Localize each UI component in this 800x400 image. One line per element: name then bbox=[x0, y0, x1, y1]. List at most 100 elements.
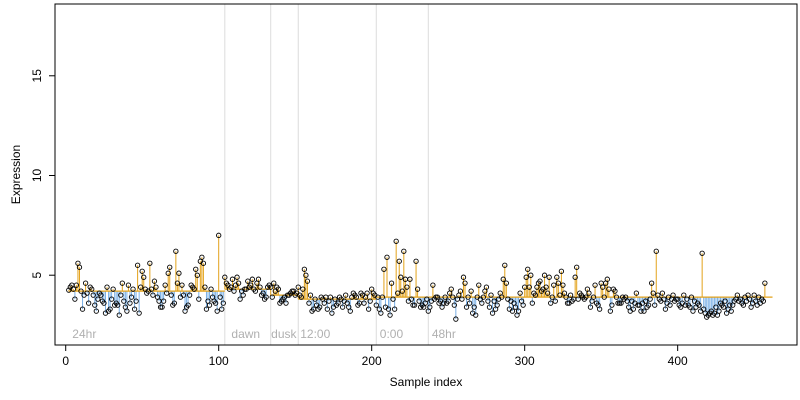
data-point bbox=[445, 298, 451, 304]
data-point bbox=[465, 294, 471, 300]
data-point bbox=[453, 316, 459, 322]
data-point bbox=[301, 266, 308, 272]
data-point bbox=[165, 270, 171, 276]
data-point bbox=[312, 296, 318, 302]
data-point bbox=[544, 290, 551, 296]
data-point bbox=[673, 296, 679, 302]
data-point bbox=[332, 296, 338, 302]
data-point bbox=[160, 298, 167, 304]
data-point bbox=[255, 276, 262, 282]
data-point bbox=[133, 298, 139, 304]
data-point bbox=[307, 292, 314, 298]
data-point bbox=[633, 290, 640, 296]
data-point bbox=[448, 286, 454, 292]
data-point bbox=[347, 308, 353, 314]
condition-label: 24hr bbox=[72, 327, 96, 341]
data-point bbox=[150, 292, 156, 298]
data-point bbox=[185, 302, 191, 308]
data-point bbox=[650, 290, 656, 296]
data-point bbox=[528, 272, 534, 278]
data-point bbox=[551, 282, 557, 288]
data-point bbox=[173, 248, 179, 254]
data-point bbox=[734, 292, 740, 298]
data-point bbox=[92, 302, 98, 308]
data-point bbox=[414, 286, 421, 292]
data-point bbox=[699, 250, 705, 256]
data-point bbox=[199, 254, 205, 260]
data-point bbox=[220, 300, 226, 306]
data-point bbox=[196, 296, 202, 302]
x-axis: 0 100 200 300 400 bbox=[62, 345, 688, 368]
data-point bbox=[384, 254, 390, 260]
data-point bbox=[176, 270, 182, 276]
data-point bbox=[72, 296, 78, 302]
data-point bbox=[500, 276, 506, 282]
data-point bbox=[134, 262, 141, 268]
data-point bbox=[180, 292, 187, 298]
data-point bbox=[670, 292, 676, 298]
data-point bbox=[583, 294, 589, 300]
plot-frame bbox=[54, 3, 798, 346]
data-point bbox=[387, 312, 393, 318]
data-point bbox=[130, 286, 136, 292]
data-point bbox=[147, 260, 153, 266]
data-point bbox=[171, 300, 177, 306]
data-point bbox=[635, 302, 641, 308]
data-point bbox=[399, 288, 405, 294]
data-point bbox=[407, 276, 413, 282]
data-point bbox=[121, 298, 127, 304]
data-point bbox=[549, 294, 555, 300]
data-point bbox=[532, 292, 539, 298]
data-point bbox=[283, 300, 289, 306]
data-point bbox=[690, 308, 696, 314]
condition-label: 0:00 bbox=[380, 327, 404, 341]
data-point bbox=[86, 300, 92, 306]
data-point bbox=[73, 282, 80, 288]
data-point bbox=[607, 308, 614, 314]
data-point bbox=[203, 306, 210, 312]
data-point bbox=[235, 280, 242, 286]
data-point bbox=[609, 302, 615, 308]
data-point bbox=[151, 278, 158, 284]
data-point bbox=[574, 264, 580, 270]
y-tick-label: 10 bbox=[30, 169, 44, 183]
data-point bbox=[79, 306, 86, 312]
data-point bbox=[335, 300, 341, 306]
data-point bbox=[125, 282, 132, 288]
data-point bbox=[167, 264, 173, 270]
data-point bbox=[494, 302, 500, 308]
data-point bbox=[206, 302, 213, 308]
data-point bbox=[687, 304, 693, 310]
data-point bbox=[252, 288, 259, 294]
data-point bbox=[379, 294, 386, 300]
data-point bbox=[378, 310, 384, 316]
data-point bbox=[127, 300, 133, 306]
data-point bbox=[124, 308, 130, 314]
data-point bbox=[760, 298, 766, 304]
data-point bbox=[269, 294, 275, 300]
data-point bbox=[557, 292, 563, 298]
data-point bbox=[275, 286, 282, 292]
condition-label: dusk bbox=[271, 327, 297, 341]
data-point bbox=[98, 292, 104, 298]
data-point bbox=[433, 294, 439, 300]
condition-label: 48hr bbox=[432, 327, 456, 341]
data-point bbox=[615, 300, 621, 306]
data-point bbox=[219, 306, 225, 312]
data-point bbox=[503, 280, 509, 286]
data-point bbox=[746, 296, 753, 302]
data-point bbox=[612, 288, 618, 294]
data-point bbox=[381, 266, 387, 272]
data-point bbox=[115, 302, 121, 308]
data-point bbox=[567, 292, 574, 298]
data-point bbox=[442, 294, 448, 300]
data-point bbox=[408, 296, 415, 302]
data-point bbox=[558, 268, 565, 274]
x-tick-label: 200 bbox=[362, 354, 382, 368]
data-point bbox=[682, 302, 688, 308]
data-point bbox=[95, 296, 101, 302]
data-point bbox=[471, 304, 477, 310]
data-point bbox=[411, 302, 418, 308]
data-point bbox=[271, 280, 277, 286]
data-point bbox=[548, 300, 554, 306]
